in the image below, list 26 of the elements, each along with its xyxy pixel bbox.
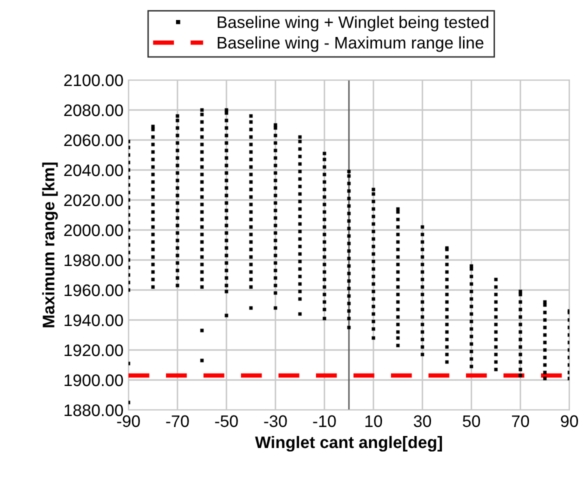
x-axis-title: Winglet cant angle[deg] bbox=[255, 436, 442, 452]
y-tick-label: 1880.00 bbox=[64, 404, 123, 416]
x-tick-label: 70 bbox=[512, 415, 530, 428]
y-tick-label: 2020.00 bbox=[64, 194, 123, 206]
y-tick-label: 2060.00 bbox=[64, 134, 123, 146]
legend-label: Baseline wing + Winglet being tested bbox=[218, 16, 488, 32]
y-tick-label: 2080.00 bbox=[64, 104, 123, 116]
y-tick-label: 1900.00 bbox=[64, 374, 123, 386]
y-tick-label: 1960.00 bbox=[64, 284, 123, 296]
x-tick-label: 90 bbox=[560, 415, 578, 428]
legend-label: Baseline wing - Maximum range line bbox=[218, 36, 484, 52]
y-tick-label: 2100.00 bbox=[64, 74, 123, 86]
x-tick-label: 50 bbox=[462, 415, 480, 428]
y-tick-label: 2040.00 bbox=[64, 164, 123, 176]
y-axis-title: Maximum range [km] bbox=[42, 162, 58, 328]
y-tick-label: 1980.00 bbox=[64, 254, 123, 266]
y-tick-label: 1920.00 bbox=[64, 344, 123, 356]
y-tick-label: 2000.00 bbox=[64, 224, 123, 236]
x-tick-label: -70 bbox=[166, 415, 189, 428]
x-tick-label: 10 bbox=[365, 415, 382, 428]
x-tick-label: -50 bbox=[215, 415, 238, 428]
y-tick-label: 1940.00 bbox=[64, 314, 123, 326]
x-tick-label: -10 bbox=[313, 415, 336, 428]
x-tick-label: -30 bbox=[264, 415, 287, 428]
x-tick-label: -90 bbox=[117, 415, 140, 428]
x-tick-label: 30 bbox=[414, 415, 432, 428]
